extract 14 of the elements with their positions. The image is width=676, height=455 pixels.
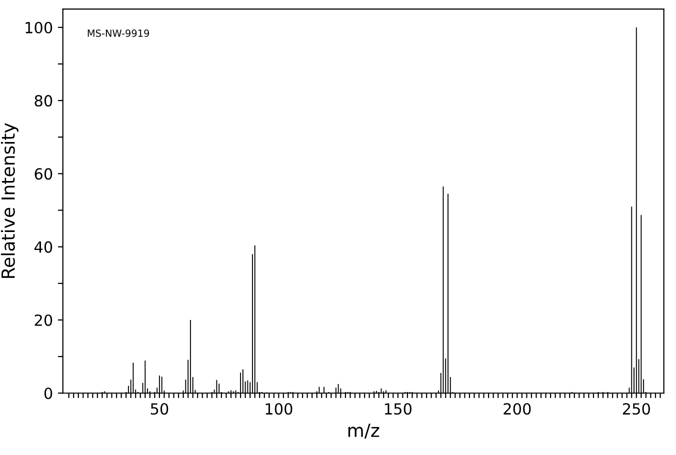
y-tick-label: 0 xyxy=(44,388,52,400)
y-tick-label: 80 xyxy=(34,95,52,107)
y-tick-label: 40 xyxy=(34,241,52,253)
x-tick-label: 100 xyxy=(266,403,292,415)
annotation: MS-NW-9919 xyxy=(88,30,150,37)
y-tick-label: 20 xyxy=(34,314,52,326)
x-axis-title: m/z xyxy=(348,424,380,439)
y-tick-label: 100 xyxy=(26,22,52,34)
x-tick-label: 50 xyxy=(150,403,168,415)
x-tick-label: 200 xyxy=(504,403,531,415)
y-axis-title: Relative Intensity xyxy=(0,123,18,278)
x-tick-label: 250 xyxy=(622,403,650,415)
x-tick-label: 150 xyxy=(385,403,412,415)
y-tick-label: 60 xyxy=(34,168,52,180)
